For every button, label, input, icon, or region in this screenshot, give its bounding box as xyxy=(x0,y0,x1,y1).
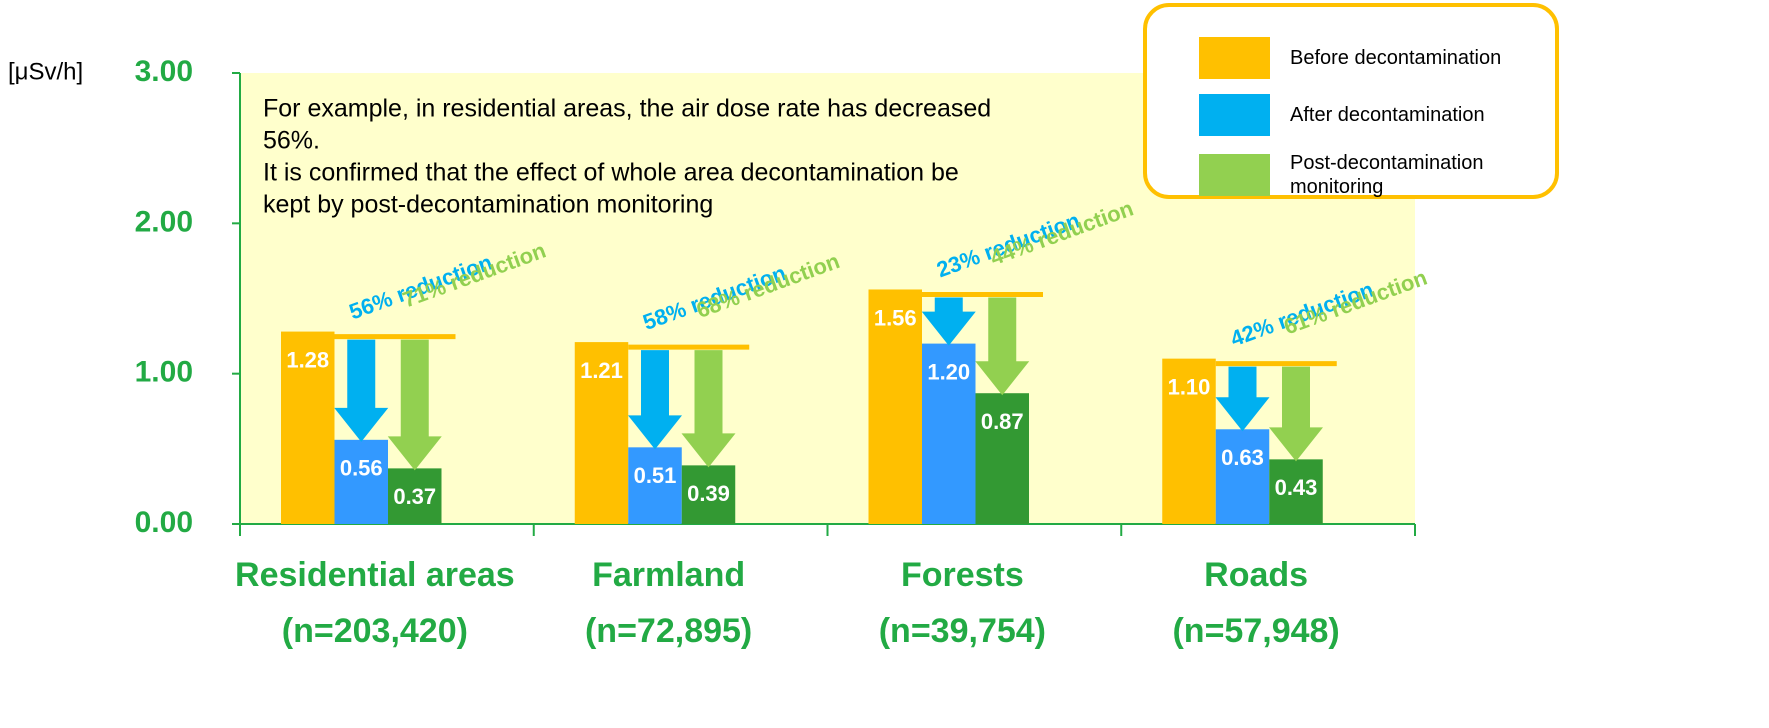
bar xyxy=(922,343,976,524)
y-tick-label: 0.00 xyxy=(135,506,193,539)
value-label: 1.56 xyxy=(874,305,917,330)
value-label: 0.37 xyxy=(393,484,436,509)
legend-label: Post-decontamination monitoring xyxy=(1290,152,1484,198)
legend-swatch xyxy=(1199,154,1270,196)
note-line: kept by post-decontamination monitoring xyxy=(263,191,713,219)
y-tick-label: 1.00 xyxy=(135,356,193,389)
value-label: 1.10 xyxy=(1168,374,1211,399)
legend-swatch xyxy=(1199,94,1270,136)
bar xyxy=(574,342,629,524)
reduction-arrow xyxy=(1215,366,1270,432)
value-label: 0.43 xyxy=(1275,475,1318,500)
x-tick-label: (n=39,754) xyxy=(879,612,1046,650)
x-tick-label: (n=72,895) xyxy=(585,612,752,650)
bar xyxy=(281,331,335,524)
bar xyxy=(628,447,682,524)
value-label: 1.28 xyxy=(286,347,329,372)
x-tick-label: Farmland xyxy=(592,556,745,594)
value-label: 0.51 xyxy=(634,463,677,488)
reduction-arrow xyxy=(334,339,389,442)
reduction-arrow xyxy=(1269,366,1323,462)
bar xyxy=(975,393,1029,524)
reduction-arrow xyxy=(387,339,442,471)
value-label: 0.63 xyxy=(1221,445,1264,470)
reduction-arrow xyxy=(975,297,1030,396)
bar xyxy=(334,439,388,524)
bar xyxy=(868,289,922,524)
note-line: 56%. xyxy=(263,127,320,155)
x-tick-label: (n=203,420) xyxy=(282,612,468,650)
legend-swatch xyxy=(1199,37,1270,79)
bar xyxy=(681,465,736,524)
value-label: 1.21 xyxy=(580,358,623,383)
x-tick-label: Residential areas xyxy=(235,556,515,594)
reduction-arrow xyxy=(628,350,682,450)
value-label: 0.56 xyxy=(340,456,383,481)
bar xyxy=(1269,459,1323,524)
value-label: 0.87 xyxy=(981,409,1024,434)
unit-label: [μSv/h] xyxy=(8,58,83,85)
legend-label: After decontamination xyxy=(1290,104,1485,126)
y-tick-label: 3.00 xyxy=(135,55,193,88)
bar xyxy=(388,468,442,524)
legend-entry: After decontamination xyxy=(1199,94,1540,136)
note-line: For example, in residential areas, the a… xyxy=(263,95,991,123)
reduction-arrow xyxy=(921,297,976,346)
legend-entry: Post-decontamination monitoring xyxy=(1199,151,1540,199)
x-tick-label: Roads xyxy=(1204,556,1308,594)
x-tick-label: (n=57,948) xyxy=(1172,612,1339,650)
legend: Before decontamination After decontaminat… xyxy=(1143,3,1559,199)
y-tick-label: 2.00 xyxy=(135,205,193,238)
legend-entry: Before decontamination xyxy=(1199,37,1540,79)
value-label: 0.39 xyxy=(687,481,730,506)
bar xyxy=(1215,429,1270,524)
x-tick-label: Forests xyxy=(901,556,1024,594)
legend-label: Before decontamination xyxy=(1290,47,1502,69)
value-label: 1.20 xyxy=(927,359,970,384)
bar xyxy=(1162,358,1216,524)
reduction-arrow xyxy=(681,350,736,468)
note-line: It is confirmed that the effect of whole… xyxy=(263,159,959,187)
